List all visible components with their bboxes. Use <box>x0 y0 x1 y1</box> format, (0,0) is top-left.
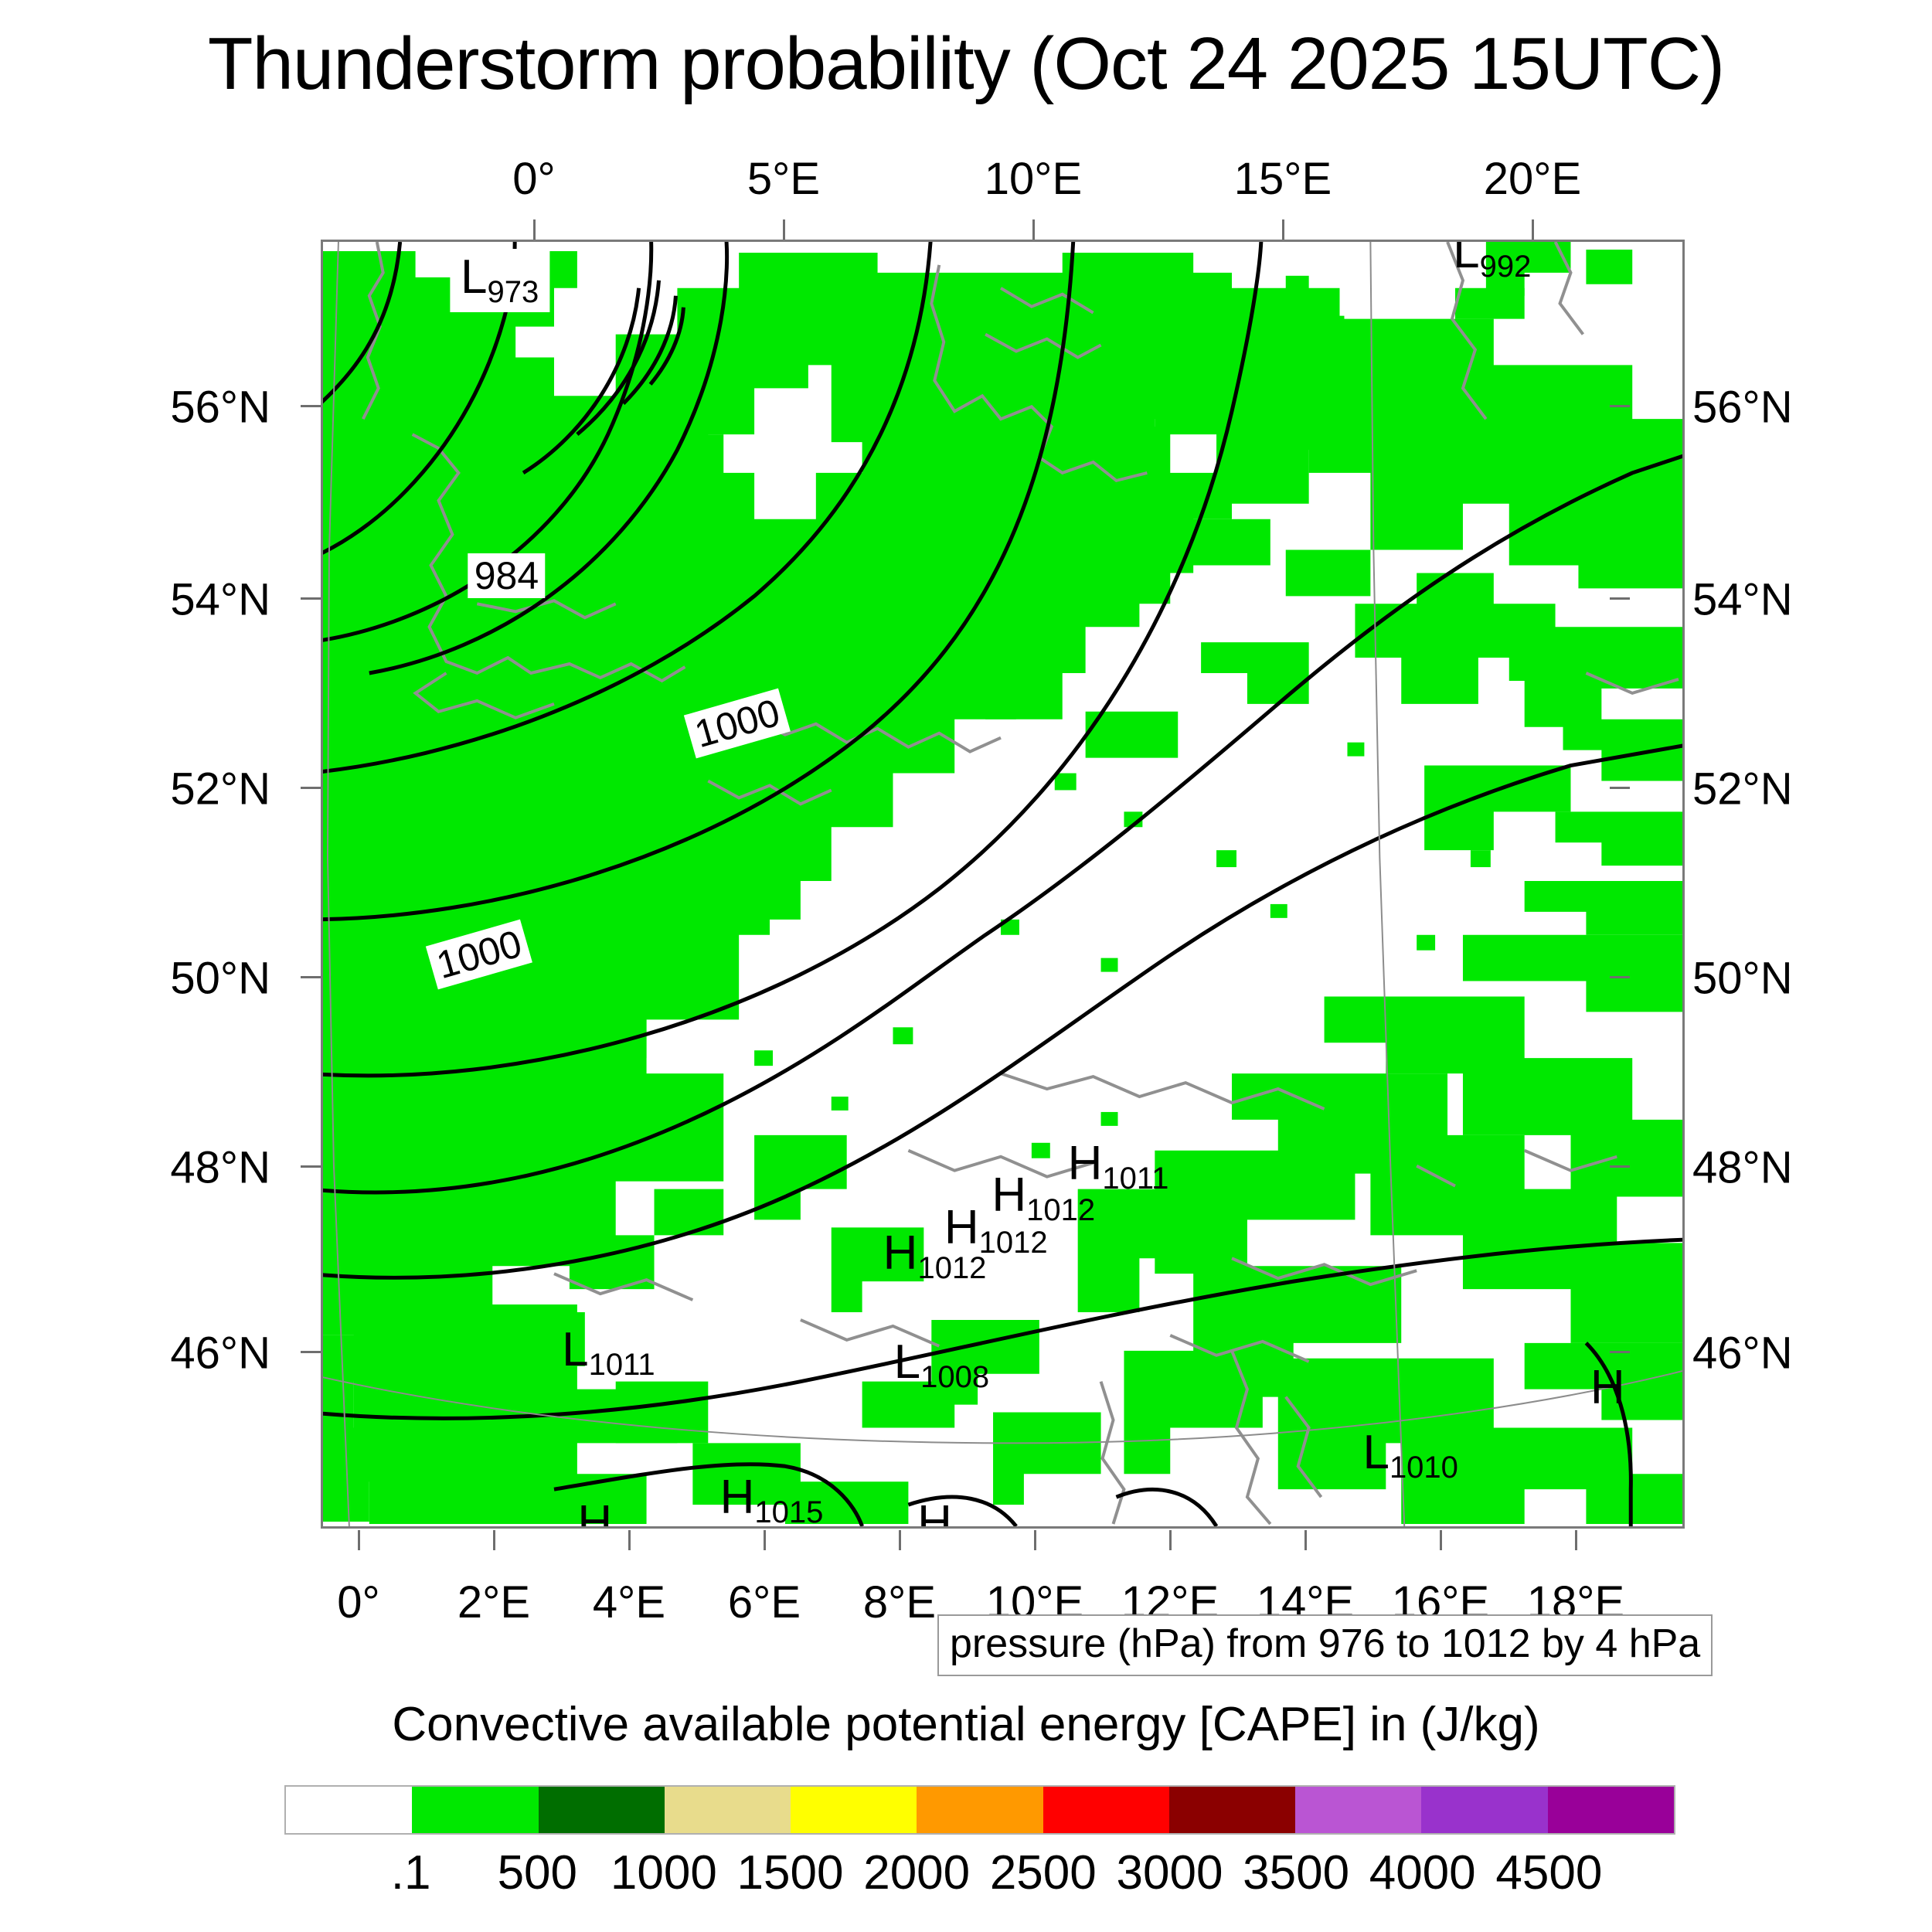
colorbar-swatch-5 <box>917 1787 1043 1833</box>
left-axis-label-56: 56°N <box>170 382 270 433</box>
top-tick-0 <box>533 219 536 240</box>
right-tick-50 <box>1610 976 1630 978</box>
pressure-center-H1012-c: H1012 <box>883 1226 987 1285</box>
left-axis-label-52: 52°N <box>170 764 270 815</box>
pressure-center-H1011: H1011 <box>1067 1136 1169 1196</box>
left-tick-50 <box>301 976 321 978</box>
colorbar-swatch-6 <box>1043 1787 1169 1833</box>
isobar-contours <box>323 242 1682 1526</box>
right-axis-label-48: 48°N <box>1692 1142 1793 1193</box>
top-axis-label-20: 20°E <box>1483 154 1582 204</box>
top-tick-15 <box>1282 219 1284 240</box>
bottom-tick-18 <box>1575 1530 1577 1550</box>
colorbar-swatch-0 <box>286 1787 413 1833</box>
left-axis-label-54: 54°N <box>170 574 270 625</box>
top-axis-label-5: 5°E <box>747 154 821 204</box>
bottom-axis-label-2: 2°E <box>457 1577 531 1628</box>
bottom-tick-8 <box>899 1530 901 1550</box>
pressure-center-H-clipped-a: H <box>577 1496 613 1529</box>
colorbar-swatch-10 <box>1547 1787 1674 1833</box>
pressure-center-H1012-a: H1012 <box>992 1168 1096 1228</box>
pressure-center-H-clipped-c: H <box>1590 1361 1625 1415</box>
right-axis-label-46: 46°N <box>1692 1328 1793 1379</box>
bottom-axis-label-0: 0° <box>337 1577 380 1628</box>
colorbar-swatch-4 <box>791 1787 917 1833</box>
right-tick-48 <box>1610 1165 1630 1168</box>
left-tick-48 <box>301 1165 321 1168</box>
map-canvas <box>323 242 1682 1526</box>
bottom-tick-0 <box>358 1530 360 1550</box>
colorbar-label-8: 4000 <box>1369 1846 1476 1900</box>
left-axis-label-48: 48°N <box>170 1142 270 1193</box>
colorbar-swatch-9 <box>1421 1787 1548 1833</box>
right-axis-label-54: 54°N <box>1692 574 1793 625</box>
pressure-center-L992: L992 <box>1453 240 1532 284</box>
top-tick-10 <box>1032 219 1035 240</box>
bottom-tick-4 <box>628 1530 631 1550</box>
colorbar-label-2: 1000 <box>610 1846 717 1900</box>
pressure-center-H1015: H1015 <box>719 1470 824 1529</box>
colorbar-label-0: .1 <box>390 1846 431 1900</box>
bottom-axis-label-4: 4°E <box>592 1577 666 1628</box>
right-axis-label-50: 50°N <box>1692 953 1793 1004</box>
contour-label-984: 984 <box>468 553 546 599</box>
coastline-layer <box>362 242 1679 1526</box>
pressure-center-L1008: L1008 <box>893 1335 990 1395</box>
right-axis-label-52: 52°N <box>1692 764 1793 815</box>
graticule <box>323 242 1682 1526</box>
left-axis-label-50: 50°N <box>170 953 270 1004</box>
bottom-axis-label-6: 6°E <box>727 1577 801 1628</box>
cape-shading-green <box>323 242 1682 1525</box>
pressure-center-H1012-b: H1012 <box>944 1200 1048 1260</box>
top-axis-label-15: 15°E <box>1233 154 1332 204</box>
colorbar-swatch-7 <box>1168 1787 1296 1833</box>
bottom-axis-label-8: 8°E <box>862 1577 937 1628</box>
bottom-tick-2 <box>493 1530 495 1550</box>
left-axis-label-46: 46°N <box>170 1328 270 1379</box>
left-tick-54 <box>301 597 321 600</box>
colorbar-label-5: 2500 <box>989 1846 1097 1900</box>
colorbar <box>284 1785 1675 1835</box>
colorbar-label-4: 2000 <box>863 1846 971 1900</box>
colorbar-swatch-3 <box>664 1787 791 1833</box>
colorbar-label-7: 3500 <box>1243 1846 1350 1900</box>
right-tick-46 <box>1610 1351 1630 1353</box>
colorbar-swatch-1 <box>412 1787 539 1833</box>
colorbar-label-1: 500 <box>497 1846 578 1900</box>
right-tick-54 <box>1610 597 1630 600</box>
colorbar-swatch-2 <box>538 1787 665 1833</box>
colorbar-caption: Convective available potential energy [C… <box>392 1698 1540 1751</box>
colorbar-label-9: 4500 <box>1495 1846 1603 1900</box>
pressure-contour-note: pressure (hPa) from 976 to 1012 by 4 hPa <box>937 1614 1713 1676</box>
left-tick-46 <box>301 1351 321 1353</box>
right-tick-56 <box>1610 405 1630 407</box>
left-tick-56 <box>301 405 321 407</box>
colorbar-tick-labels: .1 500 1000 1500 2000 2500 3000 3500 400… <box>284 1845 1675 1907</box>
bottom-tick-12 <box>1169 1530 1172 1550</box>
map-plot-area: L973 L992 H1011 H1012 H1012 H1012 L1011 … <box>321 240 1685 1529</box>
colorbar-label-3: 1500 <box>736 1846 844 1900</box>
top-axis-label-0: 0° <box>512 154 556 204</box>
pressure-center-L1010: L1010 <box>1362 1425 1458 1485</box>
left-tick-52 <box>301 787 321 789</box>
colorbar-swatch-8 <box>1295 1787 1422 1833</box>
pressure-center-L1011: L1011 <box>562 1322 655 1382</box>
bottom-tick-14 <box>1304 1530 1307 1550</box>
colorbar-label-6: 3000 <box>1116 1846 1223 1900</box>
top-axis-label-10: 10°E <box>984 154 1083 204</box>
page-title: Thunderstorm probability (Oct 24 2025 15… <box>207 22 1725 105</box>
bottom-tick-10 <box>1034 1530 1036 1550</box>
right-tick-52 <box>1610 787 1630 789</box>
bottom-tick-16 <box>1440 1530 1442 1550</box>
top-tick-5 <box>783 219 785 240</box>
top-tick-20 <box>1532 219 1534 240</box>
bottom-tick-6 <box>764 1530 766 1550</box>
pressure-center-H-clipped-b: H <box>917 1496 952 1529</box>
pressure-center-L973: L973 <box>450 248 550 312</box>
right-axis-label-56: 56°N <box>1692 382 1793 433</box>
